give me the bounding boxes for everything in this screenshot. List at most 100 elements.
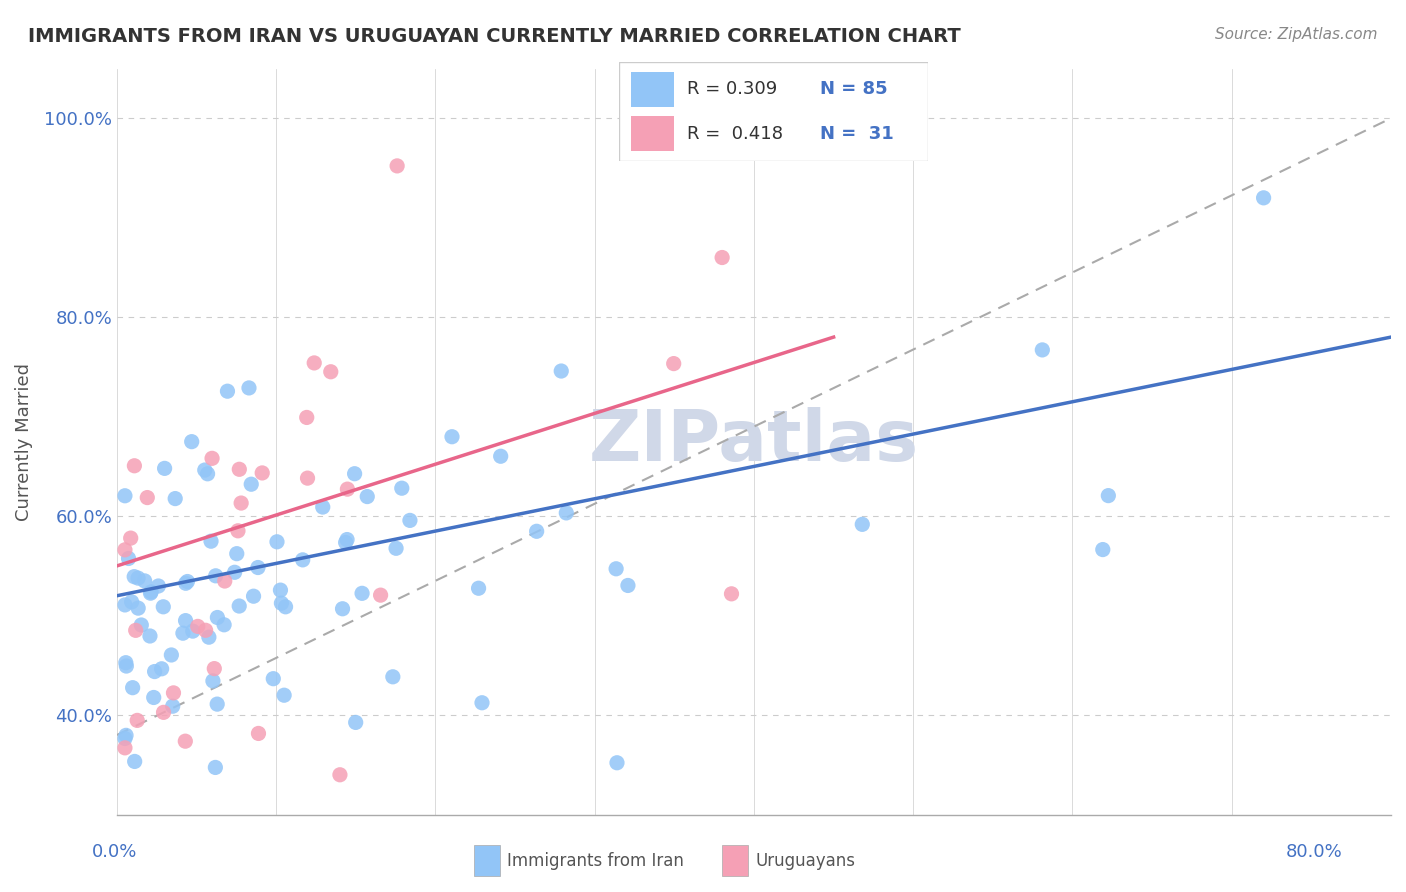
Point	[139, 586, 162, 600]
Point	[332, 601, 354, 615]
Y-axis label: Currently Married: Currently Married	[15, 362, 32, 521]
Text: Uruguayans: Uruguayans	[755, 852, 856, 870]
Text: IMMIGRANTS FROM IRAN VS URUGUAYAN CURRENTLY MARRIED CORRELATION CHART: IMMIGRANTS FROM IRAN VS URUGUAYAN CURREN…	[28, 27, 960, 45]
Point	[201, 451, 224, 466]
Point	[129, 618, 152, 632]
Point	[1031, 343, 1053, 357]
Point	[127, 714, 149, 728]
Point	[152, 706, 174, 720]
Point	[297, 471, 319, 485]
Point	[124, 755, 146, 769]
Point	[269, 583, 291, 598]
Point	[204, 569, 226, 583]
Point	[467, 581, 489, 595]
Point	[335, 535, 357, 549]
Point	[200, 534, 222, 549]
Point	[270, 596, 292, 610]
Text: N = 85: N = 85	[820, 80, 887, 98]
Point	[231, 496, 253, 510]
Point	[329, 768, 352, 782]
Point	[148, 579, 170, 593]
Point	[319, 365, 342, 379]
Bar	[723, 846, 748, 876]
Point	[224, 566, 246, 580]
Point	[1253, 191, 1275, 205]
Point	[273, 688, 295, 702]
Point	[181, 624, 204, 639]
Point	[720, 587, 742, 601]
Point	[352, 586, 374, 600]
Point	[1091, 542, 1114, 557]
Point	[250, 466, 273, 480]
Point	[174, 734, 197, 748]
Point	[124, 458, 146, 473]
Point	[125, 624, 148, 638]
Point	[205, 697, 228, 711]
Point	[160, 648, 183, 662]
Point	[385, 159, 408, 173]
Point	[143, 665, 166, 679]
Point	[174, 576, 197, 591]
Point	[212, 617, 235, 632]
Point	[851, 517, 873, 532]
Point	[246, 560, 269, 574]
Point	[120, 531, 142, 545]
Point	[114, 598, 136, 612]
Point	[617, 578, 640, 592]
Point	[1097, 489, 1119, 503]
Point	[139, 629, 162, 643]
Point	[240, 477, 263, 491]
Point	[336, 482, 359, 496]
Bar	[474, 846, 501, 876]
Point	[228, 462, 250, 476]
Point	[194, 463, 217, 477]
Text: R =  0.418: R = 0.418	[686, 125, 783, 143]
Point	[174, 614, 197, 628]
Point	[165, 491, 187, 506]
Point	[343, 467, 366, 481]
Point	[266, 534, 288, 549]
Point	[202, 662, 225, 676]
Point	[302, 356, 325, 370]
Point	[238, 381, 260, 395]
Text: Source: ZipAtlas.com: Source: ZipAtlas.com	[1215, 27, 1378, 42]
Point	[247, 726, 270, 740]
Bar	[631, 72, 675, 107]
Text: ZIPatlas: ZIPatlas	[589, 407, 920, 476]
Point	[312, 500, 335, 514]
Point	[152, 599, 174, 614]
Point	[391, 481, 413, 495]
Point	[115, 659, 138, 673]
Text: 0.0%: 0.0%	[91, 843, 136, 861]
Point	[117, 551, 139, 566]
Point	[194, 624, 217, 638]
Point	[711, 251, 734, 265]
Point	[141, 585, 163, 599]
Point	[121, 681, 143, 695]
Point	[214, 574, 236, 588]
Point	[172, 626, 194, 640]
Point	[262, 672, 284, 686]
Point	[127, 601, 149, 615]
Point	[242, 589, 264, 603]
Point	[180, 434, 202, 449]
Point	[274, 599, 297, 614]
Point	[356, 490, 378, 504]
Point	[226, 524, 249, 538]
Text: Immigrants from Iran: Immigrants from Iran	[508, 852, 683, 870]
Point	[291, 553, 314, 567]
Point	[295, 410, 318, 425]
Point	[114, 740, 136, 755]
Point	[662, 357, 685, 371]
Point	[162, 699, 184, 714]
Point	[225, 547, 247, 561]
Point	[344, 715, 367, 730]
Point	[134, 574, 156, 588]
Point	[136, 491, 159, 505]
Point	[207, 610, 229, 624]
Point	[122, 569, 145, 583]
Point	[121, 595, 143, 609]
Point	[127, 571, 149, 585]
Point	[153, 461, 176, 475]
Point	[440, 430, 463, 444]
